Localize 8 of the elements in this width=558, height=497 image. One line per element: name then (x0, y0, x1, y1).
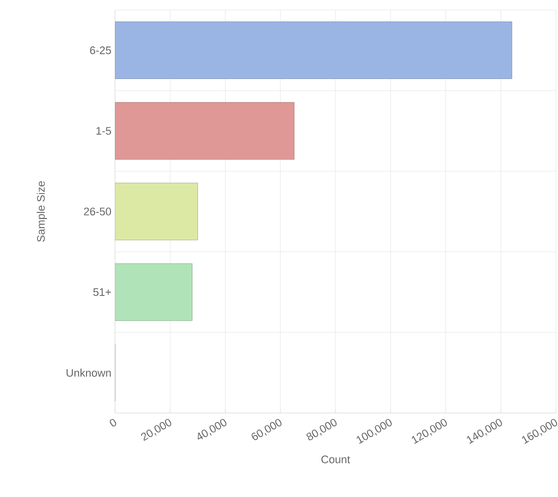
y-tick-label: 51+ (93, 288, 111, 296)
y-axis-title: Sample Size (36, 181, 47, 242)
x-tick-label: 0 (110, 418, 116, 426)
y-tick-label: 1-5 (96, 127, 112, 135)
y-tick-label: 6-25 (90, 46, 112, 54)
y-tick-label: Unknown (66, 368, 111, 377)
y-tick-label: 26-50 (84, 208, 112, 216)
x-axis-title: Count (321, 456, 350, 464)
